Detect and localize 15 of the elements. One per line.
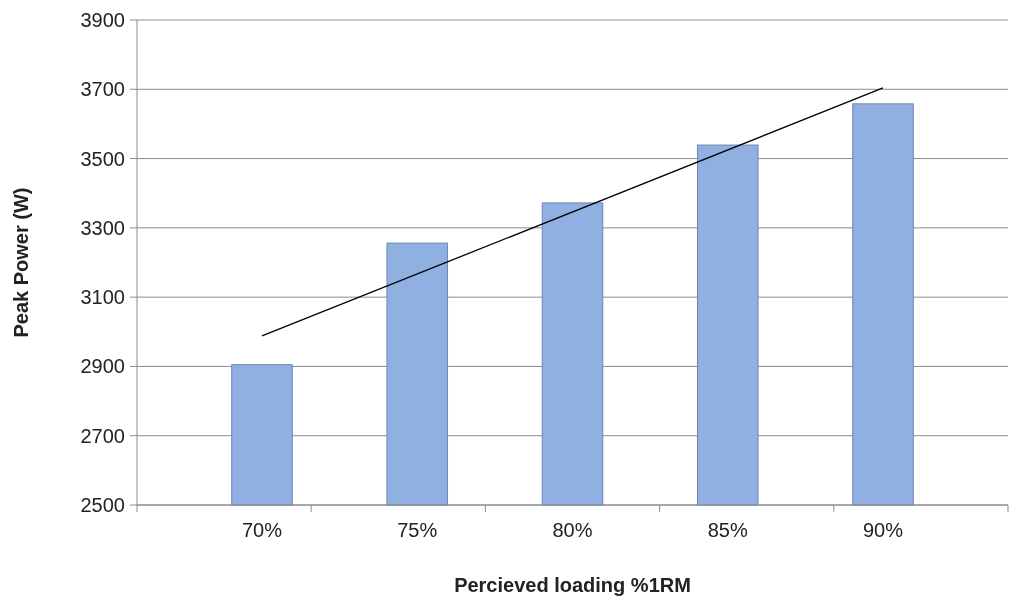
y-tick-label: 3700: [80, 78, 125, 101]
y-tick-label: 2700: [80, 424, 125, 447]
y-tick-label: 2500: [80, 494, 125, 516]
y-tick-label: 2900: [80, 355, 125, 378]
y-axis-title: Peak Power (W): [10, 187, 32, 338]
y-tick-label: 3300: [80, 216, 125, 239]
x-tick-label: 80%: [552, 519, 593, 541]
x-tick-label: 75%: [397, 519, 438, 541]
y-tick-label: 3500: [80, 147, 125, 170]
x-tick-label: 70%: [241, 519, 283, 541]
y-tick-label: 3900: [80, 9, 125, 31]
y-tick-label: 3100: [80, 286, 125, 309]
x-axis-title: Percieved loading %1RM: [454, 574, 691, 596]
x-tick-label: 90%: [863, 519, 904, 541]
x-tick-label: 85%: [707, 519, 748, 541]
